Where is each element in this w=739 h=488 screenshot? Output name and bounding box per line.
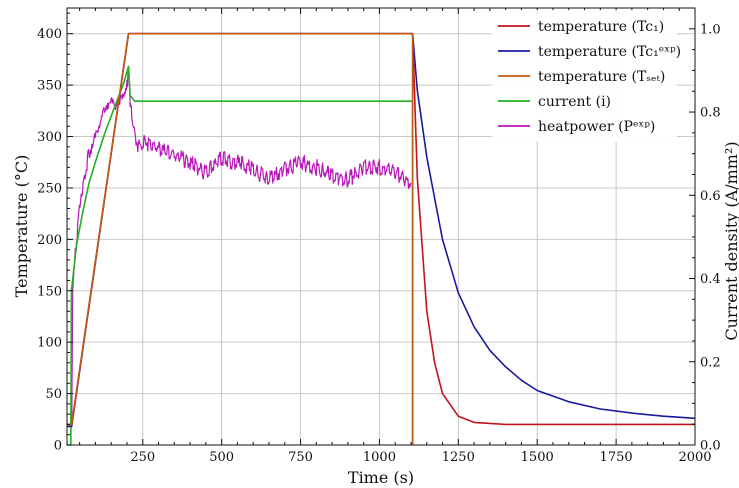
- y-right-tick-label: 0.4: [700, 272, 721, 287]
- series-line: [67, 65, 414, 446]
- x-tick-label: 1250: [442, 450, 475, 465]
- y-left-tick-label: 300: [37, 130, 62, 145]
- x-tick-label: 1500: [521, 450, 554, 465]
- y-left-tick-label: 150: [37, 284, 62, 299]
- y-axis-right-label: Current density (A/mm²): [722, 141, 739, 340]
- plot-frame: [66, 7, 696, 446]
- y-right-tick-label: 0.2: [700, 355, 721, 370]
- x-axis-label: Time (s): [348, 468, 414, 487]
- x-tick-label: 750: [288, 450, 313, 465]
- y-axis-left-label: Temperature (°C): [12, 155, 31, 298]
- y-left-tick-label: 200: [37, 233, 62, 248]
- legend-entry-label: heatpower (Pᵉˣᵖ): [538, 119, 655, 135]
- y-right-tick-label: 1.0: [700, 22, 721, 37]
- y-left-tick-label: 100: [37, 336, 62, 351]
- series-line: [66, 72, 412, 428]
- legend-entry-label: temperature (Tₛₑₜ): [538, 69, 665, 85]
- legend-entry-label: temperature (Tc₁ᵉˣᵖ): [538, 44, 681, 60]
- x-tick-label: 500: [209, 450, 234, 465]
- y-right-tick-label: 0.6: [700, 189, 721, 204]
- legend-entry-label: temperature (Tc₁): [538, 19, 664, 35]
- tick-labels: 250 500 750 1000 1250 1500 1750 2000 0 50 100 150 20…: [37, 22, 721, 465]
- y-left-tick-label: 250: [37, 181, 62, 196]
- y-left-tick-label: 400: [37, 27, 62, 42]
- x-tick-label: 1000: [363, 450, 396, 465]
- y-right-tick-label: 0.0: [700, 439, 721, 454]
- y-left-tick-label: 350: [37, 79, 62, 94]
- y-left-tick-label: 50: [45, 387, 62, 402]
- x-tick-label: 250: [130, 450, 155, 465]
- legend: temperature (Tc₁) temperature (Tc₁ᵉˣᵖ) tem…: [492, 10, 681, 142]
- x-tick-label: 1750: [600, 450, 633, 465]
- legend-entry-label: current (i): [538, 94, 611, 110]
- series-layer: [66, 32, 696, 446]
- y-right-tick-label: 0.8: [700, 106, 721, 121]
- y-left-tick-label: 0: [54, 439, 62, 454]
- series-line: [67, 32, 414, 445]
- x-tick-label: 2000: [678, 450, 711, 465]
